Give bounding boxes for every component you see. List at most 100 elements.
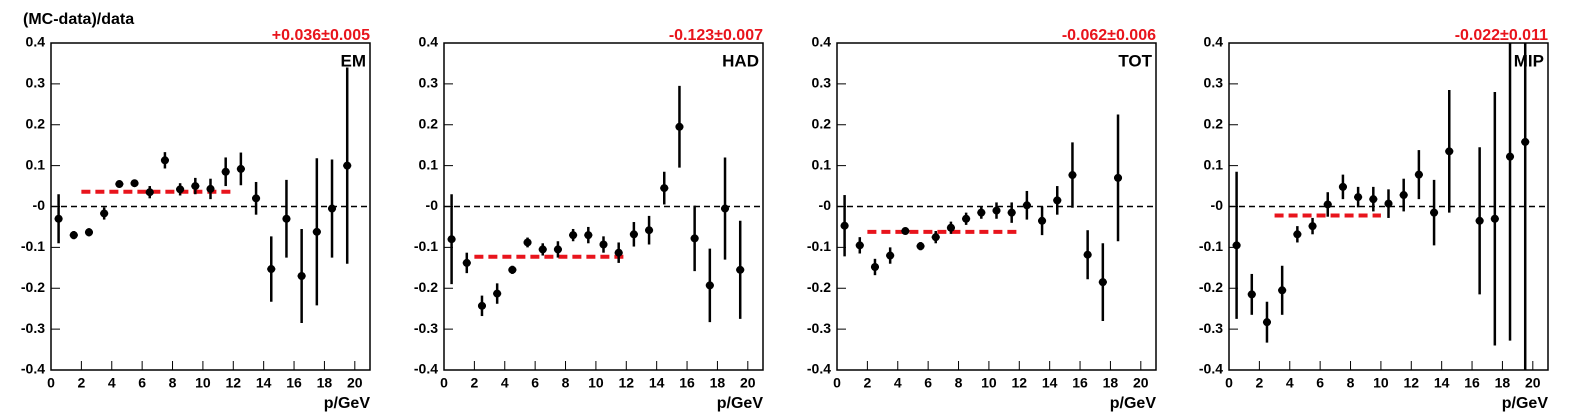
x-tick-label: 16 (679, 375, 695, 391)
plot-frame (1228, 42, 1549, 371)
y-tick-label: 0.4 (1204, 34, 1224, 50)
x-tick-label: 12 (1011, 375, 1027, 391)
x-tick-label: 10 (195, 375, 211, 391)
data-point (1308, 222, 1317, 231)
data-point (584, 231, 593, 240)
fit-label: -0.022±0.011 (1455, 27, 1548, 44)
x-tick-label: 12 (1403, 375, 1419, 391)
data-point (946, 223, 955, 232)
data-point (736, 265, 745, 274)
data-point (599, 240, 608, 249)
x-tick-label: 16 (286, 375, 302, 391)
x-tick-label: 2 (77, 375, 85, 391)
y-tick-label: 0.3 (419, 75, 439, 91)
data-point (1022, 201, 1031, 210)
x-axis-label: p/GeV (1110, 395, 1157, 412)
data-point (553, 245, 562, 254)
data-point (870, 262, 879, 271)
y-tick-label: -0 (1211, 197, 1224, 213)
panel-label: EM (341, 51, 367, 70)
data-point (660, 184, 669, 193)
panel-label: HAD (722, 51, 759, 70)
y-tick-label: -0 (819, 197, 832, 213)
x-tick-label: 6 (138, 375, 146, 391)
data-point (54, 214, 63, 223)
points (1232, 43, 1530, 370)
data-point (1384, 199, 1393, 208)
y-tick-label: -0.4 (1199, 361, 1223, 377)
data-point (992, 206, 1001, 215)
data-point (538, 245, 547, 254)
data-point (1506, 152, 1515, 161)
y-tick-label: 0.3 (26, 75, 46, 91)
data-point (100, 209, 109, 218)
fit-label: -0.123±0.007 (669, 27, 763, 44)
data-point (1053, 196, 1062, 205)
y-tick-label: -0 (33, 197, 46, 213)
data-point (1490, 214, 1499, 223)
data-point (916, 242, 925, 251)
y-tick-label: -0.3 (21, 320, 45, 336)
data-point (1278, 286, 1287, 295)
data-point (1475, 216, 1484, 225)
data-point (721, 204, 730, 213)
data-point (206, 184, 215, 193)
y-tick-label: -0.2 (414, 279, 438, 295)
x-tick-label: 2 (863, 375, 871, 391)
x-tick-label: 16 (1464, 375, 1480, 391)
x-tick-label: 10 (1373, 375, 1389, 391)
x-tick-label: 16 (1072, 375, 1088, 391)
x-tick-label: 18 (710, 375, 726, 391)
data-point (236, 164, 245, 173)
panel-label: TOT (1118, 51, 1152, 70)
data-point (1083, 250, 1092, 259)
data-point (1445, 147, 1454, 156)
x-tick-label: 0 (833, 375, 841, 391)
x-tick-label: 18 (1103, 375, 1119, 391)
data-point (931, 233, 940, 242)
data-point (614, 248, 623, 257)
data-point (252, 194, 261, 203)
data-point (840, 221, 849, 230)
data-point (1068, 171, 1077, 180)
x-tick-label: 8 (1347, 375, 1355, 391)
data-point (176, 185, 185, 194)
data-point (901, 227, 910, 236)
x-tick-label: 0 (47, 375, 55, 391)
y-tick-label: -0.2 (807, 279, 831, 295)
y-tick-label: -0.2 (21, 279, 45, 295)
data-point (1293, 230, 1302, 239)
data-point (462, 258, 471, 267)
y-tick-label: 0.1 (26, 156, 46, 172)
data-point (267, 265, 276, 274)
x-tick-label: 6 (1316, 375, 1324, 391)
y-tick-label: 0.2 (26, 115, 46, 131)
y-tick-label: 0.3 (812, 75, 832, 91)
data-point (130, 179, 139, 188)
fit-label: -0.062±0.006 (1062, 27, 1156, 44)
x-tick-label: 4 (894, 375, 902, 391)
x-tick-label: 2 (470, 375, 478, 391)
data-point (629, 230, 638, 239)
data-point (493, 289, 502, 298)
y-tick-label: 0.2 (1204, 115, 1224, 131)
data-point (145, 188, 154, 197)
x-tick-label: 20 (1525, 375, 1541, 391)
y-axis-label: (MC-data)/data (23, 11, 134, 28)
x-tick-label: 18 (1495, 375, 1511, 391)
data-point (328, 204, 337, 213)
y-tick-label: 0.1 (419, 156, 439, 172)
data-point (1114, 173, 1123, 182)
data-point (1262, 318, 1271, 327)
data-point (508, 265, 517, 274)
y-tick-label: -0.3 (807, 320, 831, 336)
data-point (1338, 182, 1347, 191)
y-tick-label: 0.4 (812, 34, 832, 50)
x-tick-label: 4 (108, 375, 116, 391)
y-tick-label: -0.2 (1199, 279, 1223, 295)
data-point (69, 231, 78, 240)
data-point (886, 251, 895, 260)
plot-frame (836, 42, 1157, 371)
y-tick-label: -0.1 (21, 238, 45, 254)
